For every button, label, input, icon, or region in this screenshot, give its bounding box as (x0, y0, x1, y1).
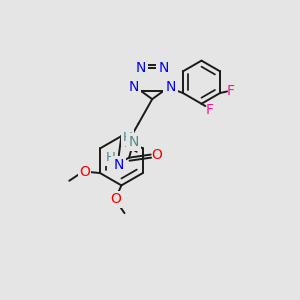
Text: N: N (129, 80, 139, 94)
Text: O: O (152, 148, 162, 162)
Text: F: F (227, 84, 235, 98)
Text: O: O (110, 192, 121, 206)
Text: N: N (165, 80, 176, 94)
Text: N: N (128, 135, 139, 149)
Text: N: N (158, 61, 169, 76)
Text: F: F (205, 103, 213, 117)
Text: N: N (113, 158, 124, 172)
Text: H: H (123, 131, 133, 144)
Text: H: H (106, 151, 116, 164)
Text: O: O (79, 164, 90, 178)
Text: N: N (136, 61, 146, 76)
